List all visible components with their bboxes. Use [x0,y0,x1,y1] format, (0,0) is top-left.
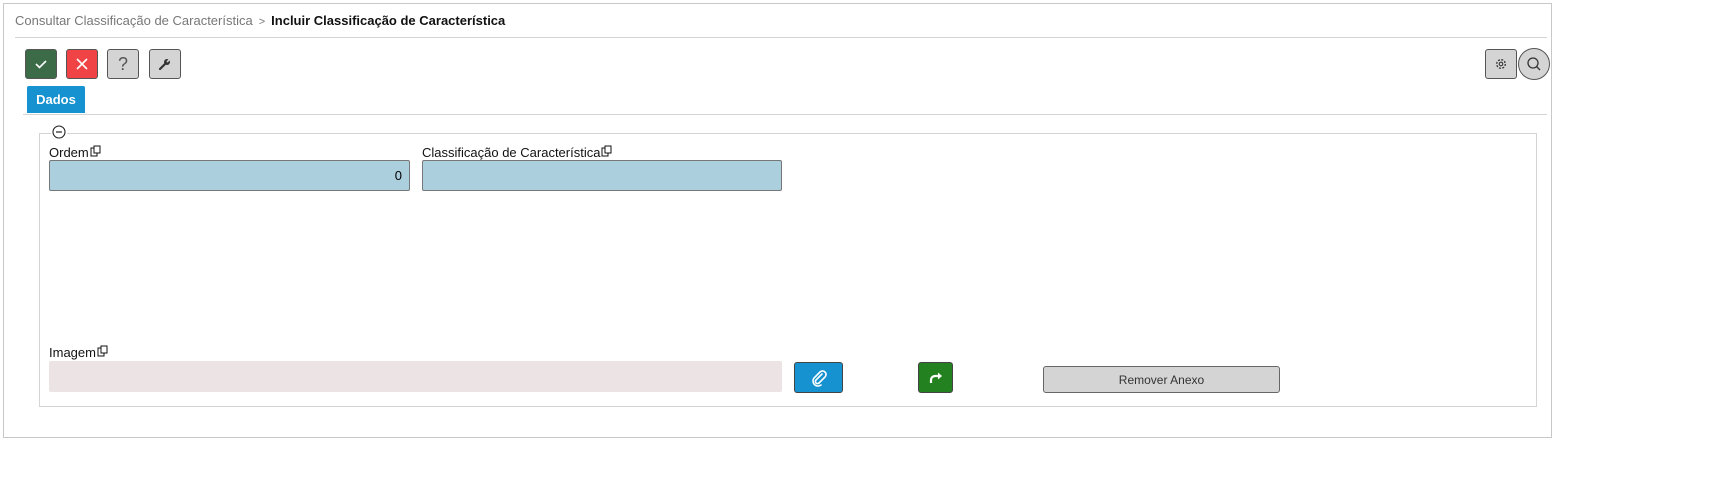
paperclip-icon [811,369,827,387]
minus-circle-icon [52,125,66,139]
cancel-button[interactable] [66,49,98,79]
help-icon: ? [117,53,128,74]
breadcrumb-current: Incluir Classificação de Característica [271,13,506,28]
ordem-label: Ordem [49,145,101,160]
settings-button[interactable] [1485,49,1517,79]
check-icon [35,60,47,69]
wrench-icon [158,58,171,71]
imagem-input[interactable] [49,361,782,392]
copy-icon[interactable] [97,345,108,357]
tools-button[interactable] [149,49,181,79]
copy-icon[interactable] [90,145,101,157]
classificacao-label: Classificação de Característica [422,145,612,160]
page-frame [3,3,1552,438]
breadcrumb-parent[interactable]: Consultar Classificação de Característic… [15,13,253,28]
ordem-input[interactable]: 0 [49,160,410,191]
classificacao-input[interactable] [422,160,782,191]
tab-divider [23,114,1547,115]
confirm-button[interactable] [25,49,57,79]
search-icon [1527,57,1541,71]
collapse-toggle[interactable] [51,125,67,139]
attach-button[interactable] [794,362,843,393]
help-button[interactable]: ? [107,49,139,79]
remove-attachment-button[interactable]: Remover Anexo [1043,366,1280,393]
copy-icon[interactable] [601,145,612,157]
close-icon [76,58,88,70]
share-arrow-icon [929,372,942,383]
breadcrumb-separator: > [258,16,266,28]
divider [15,37,1547,38]
open-attachment-button[interactable] [918,362,953,393]
search-button[interactable] [1518,48,1550,80]
tab-dados[interactable]: Dados [27,86,85,113]
form-fieldset [39,133,1537,407]
breadcrumb: Consultar Classificação de Característic… [15,13,505,28]
gear-icon [1496,59,1506,69]
imagem-label: Imagem [49,345,108,360]
